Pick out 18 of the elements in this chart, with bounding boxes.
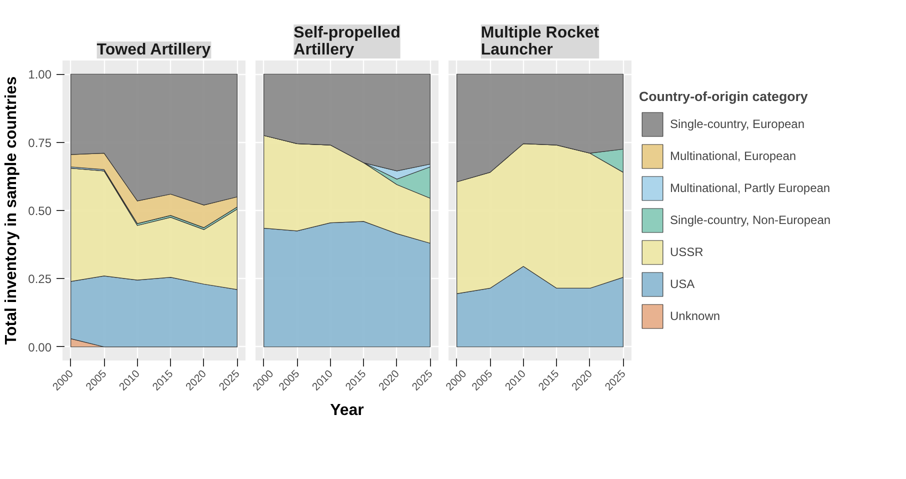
legend-title: Country-of-origin category [639,88,809,104]
y-tick-label: 1.00 [28,68,52,82]
y-axis-title: Total inventory in sample countries [3,76,20,345]
legend-label: USA [670,276,695,290]
y-tick-label: 0.50 [28,204,52,218]
legend-label: Unknown [670,308,720,322]
legend-label: Single-country, European [670,116,805,130]
y-tick-label: 0.75 [28,136,52,150]
y-tick-label: 0.25 [28,272,52,286]
legend-label: Multinational, Partly European [670,180,830,194]
legend-label: Multinational, European [670,148,796,162]
x-axis-title: Year [330,402,364,419]
chart-title: Towed Artillery [96,42,211,58]
chart-title: Self-propelled Artillery [294,24,400,58]
chart-title: Multiple Rocket Launcher [480,24,600,58]
y-tick-label: 0.00 [28,340,52,354]
legend-label: USSR [670,244,704,258]
legend-label: Single-country, Non-European [670,212,831,226]
